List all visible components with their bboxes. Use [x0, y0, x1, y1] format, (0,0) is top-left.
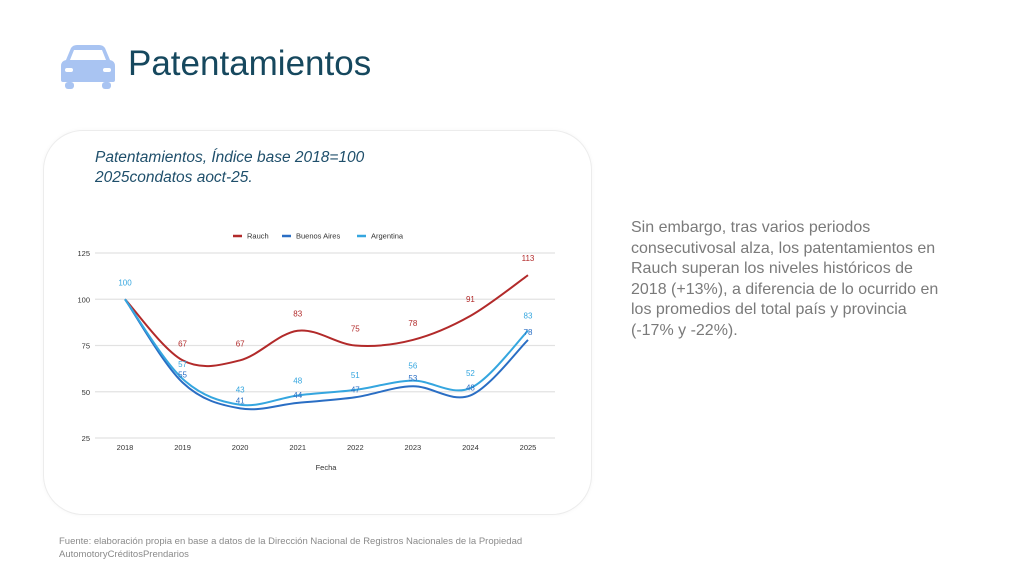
x-tick-label: 2020	[232, 443, 249, 452]
x-axis-label: Fecha	[316, 463, 338, 472]
data-label: 83	[293, 310, 302, 319]
data-label: 78	[524, 328, 533, 337]
data-label: 100	[118, 278, 132, 287]
data-label: 55	[178, 371, 187, 380]
legend-label: Argentina	[371, 232, 404, 241]
source-line: Fuente: elaboración propia en base a dat…	[59, 536, 523, 547]
source-line: AutomotoryCréditosPrendarios	[59, 549, 189, 560]
x-tick-label: 2018	[117, 443, 134, 452]
x-tick-label: 2022	[347, 443, 364, 452]
data-label: 41	[236, 396, 245, 405]
y-tick-label: 25	[82, 434, 90, 443]
x-tick-label: 2025	[520, 443, 537, 452]
page-title: Patentamientos	[128, 44, 372, 83]
data-label: 91	[466, 295, 475, 304]
data-label: 51	[351, 371, 360, 380]
data-label: 43	[236, 386, 245, 395]
legend-label: Rauch	[247, 232, 269, 241]
data-label: 67	[236, 339, 245, 348]
x-tick-label: 2023	[405, 443, 422, 452]
series-line-buenos-aires	[124, 298, 529, 411]
data-label: 67	[178, 339, 187, 348]
chart-title: Patentamientos, Índice base 2018=100 202…	[95, 148, 364, 188]
source-note: Fuente: elaboración propia en base a dat…	[59, 535, 522, 561]
x-tick-label: 2019	[174, 443, 191, 452]
data-label: 44	[293, 391, 302, 400]
y-tick-label: 125	[77, 249, 90, 258]
data-label: 113	[522, 254, 535, 263]
data-label: 48	[466, 383, 475, 392]
data-label: 48	[293, 376, 302, 385]
data-label: 52	[466, 369, 475, 378]
car-icon	[59, 44, 117, 95]
data-label: 56	[408, 362, 417, 371]
x-tick-label: 2024	[462, 443, 479, 452]
chart-subtitle-line: 2025condatos aoct-25.	[95, 169, 253, 186]
y-tick-label: 100	[77, 295, 90, 304]
side-commentary: Sin embargo, tras varios periodos consec…	[631, 219, 939, 339]
data-label: 53	[408, 374, 417, 383]
data-label: 83	[524, 312, 533, 321]
data-label: 75	[351, 325, 360, 334]
y-tick-label: 50	[82, 388, 90, 397]
data-label: 57	[178, 360, 187, 369]
data-label: 78	[408, 319, 417, 328]
chart-card	[43, 130, 592, 515]
data-label: 47	[351, 385, 360, 394]
series-line-rauch	[124, 274, 529, 368]
chart-title-line: Patentamientos, Índice base 2018=100	[95, 149, 365, 166]
y-tick-label: 75	[82, 342, 90, 351]
series-line-argentina	[124, 298, 529, 407]
x-tick-label: 2021	[289, 443, 306, 452]
legend-label: Buenos Aires	[296, 232, 340, 241]
